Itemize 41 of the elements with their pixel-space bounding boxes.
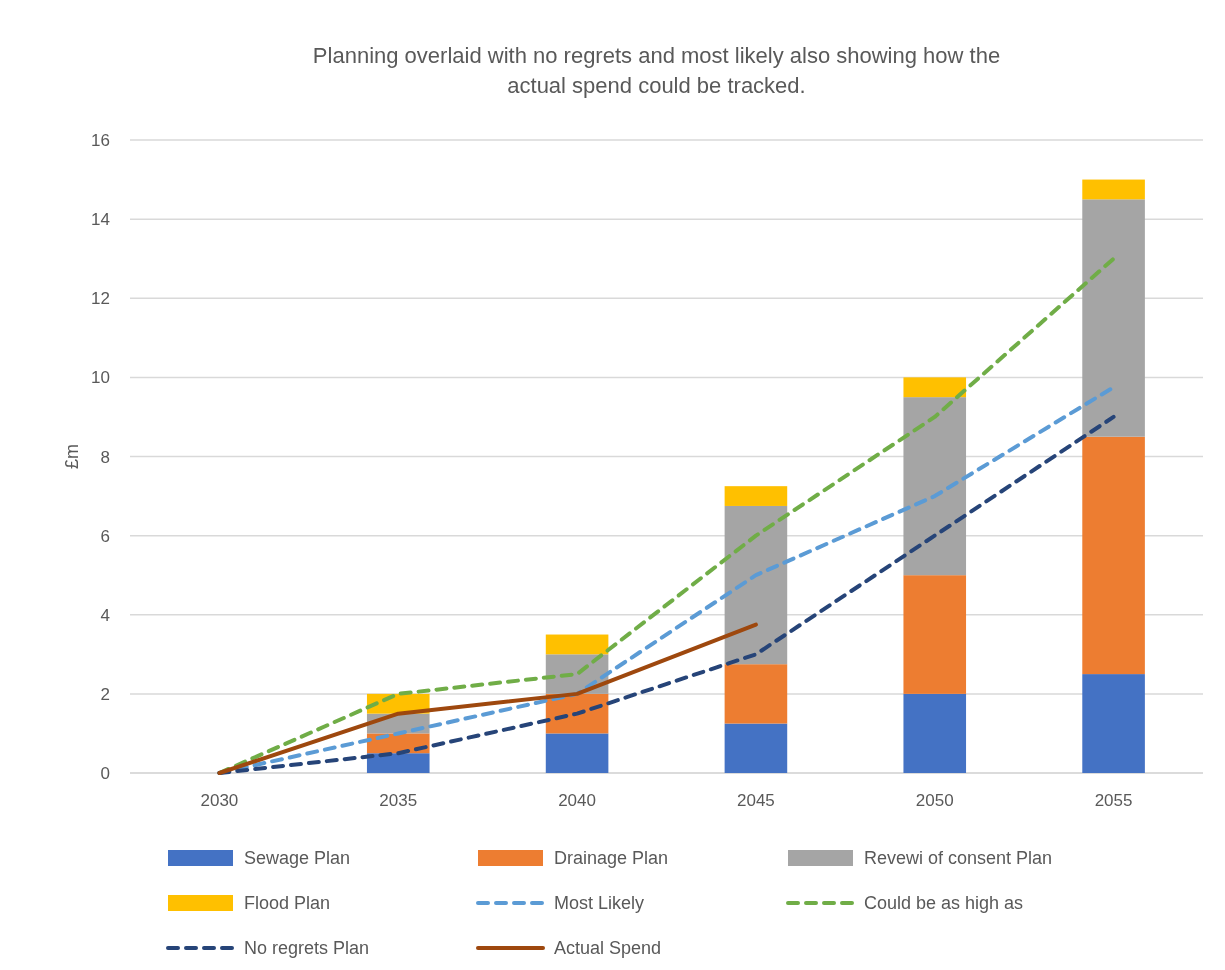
- bar: [1082, 436, 1145, 675]
- line-series: [217, 622, 758, 775]
- bar: [1082, 199, 1145, 437]
- y-tick-label: 0: [100, 764, 110, 783]
- bar: [545, 733, 609, 773]
- y-tick-label: 14: [91, 210, 110, 230]
- bar: [724, 486, 788, 506]
- bar: [903, 575, 967, 694]
- y-tick-label: 4: [100, 605, 110, 625]
- legend-label: Revewi of consent Plan: [864, 848, 1053, 868]
- bar: [1082, 179, 1145, 200]
- x-tick-label: 2035: [379, 791, 418, 810]
- x-tick-label: 2055: [1094, 791, 1133, 810]
- legend-label: Could be as high as: [864, 893, 1024, 913]
- bar: [724, 723, 788, 773]
- bar: [1082, 674, 1145, 773]
- x-tick-label: 2050: [915, 791, 954, 810]
- legend-label: Actual Spend: [554, 938, 662, 958]
- bar: [724, 505, 788, 665]
- y-tick-label: 8: [100, 447, 110, 467]
- legend-label: Most Likely: [554, 893, 645, 913]
- x-tick-label: 2030: [200, 791, 239, 810]
- y-axis-title: £m: [62, 443, 82, 470]
- bar: [903, 377, 967, 398]
- bar: [366, 753, 430, 773]
- legend-label: Drainage Plan: [554, 848, 669, 868]
- chart-title: Planning overlaid with no regrets and most likely also showing how the actual spend could be tracked.: [312, 43, 1001, 98]
- y-tick-label: 2: [100, 684, 110, 704]
- bar: [724, 664, 788, 724]
- bar: [545, 634, 609, 655]
- legend-label: Flood Plan: [244, 893, 331, 913]
- x-tick-label: 2045: [737, 791, 775, 810]
- y-tick-label: 16: [91, 131, 110, 150]
- bar: [903, 693, 967, 773]
- legend-label: No regrets Plan: [244, 938, 370, 958]
- bar: [903, 397, 967, 576]
- y-tick-label: 6: [100, 526, 110, 546]
- y-tick-label: 10: [91, 368, 110, 388]
- y-tick-label: 12: [91, 289, 110, 309]
- legend-label: Sewage Plan: [244, 848, 351, 868]
- x-tick-label: 2040: [558, 791, 596, 810]
